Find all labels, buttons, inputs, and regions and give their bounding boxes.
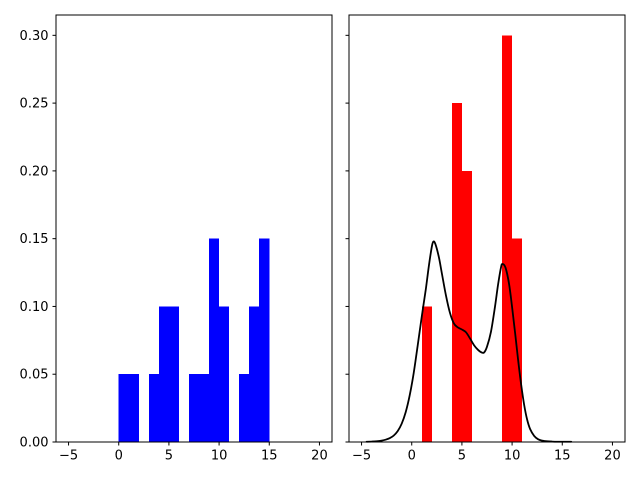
histogram-bar bbox=[259, 238, 270, 442]
histogram-bar bbox=[118, 374, 129, 442]
y-tick-label: 0.00 bbox=[20, 436, 49, 451]
histogram-bar bbox=[219, 306, 230, 442]
histogram-bar bbox=[512, 238, 523, 442]
y-tick-label: 0.05 bbox=[20, 368, 49, 383]
plot-spine bbox=[348, 14, 626, 443]
histogram-bar bbox=[158, 306, 169, 442]
x-tick-label: 10 bbox=[504, 449, 521, 464]
histogram-bar bbox=[128, 374, 139, 442]
y-tick-label: 0.20 bbox=[20, 164, 49, 179]
x-tick-label: 10 bbox=[211, 449, 228, 464]
histogram-bar bbox=[249, 306, 260, 442]
histogram-bar bbox=[168, 306, 179, 442]
left-plot: −5 0 5 10 15 20 0.00 0.05 0.10 0.15 0.20 0.25 0.30 bbox=[20, 14, 333, 464]
histogram-bar bbox=[209, 238, 220, 442]
histogram-bar bbox=[451, 103, 462, 443]
x-tick-label: −5 bbox=[59, 449, 78, 464]
x-tick-label: 0 bbox=[408, 449, 416, 464]
histogram-bar bbox=[188, 374, 200, 442]
x-tick-label: 5 bbox=[458, 449, 466, 464]
x-tick-label: 15 bbox=[554, 449, 571, 464]
histogram-bar bbox=[148, 374, 159, 442]
histogram-bar bbox=[461, 170, 472, 442]
y-tick-label: 0.15 bbox=[20, 232, 49, 247]
histogram-bar bbox=[421, 306, 432, 442]
plot-spine bbox=[55, 14, 333, 443]
kde-curve bbox=[365, 240, 573, 443]
histogram-bar bbox=[199, 374, 210, 442]
y-tick-label: 0.10 bbox=[20, 300, 49, 315]
x-tick-label: 20 bbox=[604, 449, 621, 464]
right-plot: −5 0 5 10 15 20 bbox=[345, 14, 626, 464]
x-tick-label: 0 bbox=[115, 449, 123, 464]
x-tick-label: 20 bbox=[311, 449, 328, 464]
y-tick-label: 0.25 bbox=[20, 97, 49, 112]
x-tick-label: −5 bbox=[352, 449, 371, 464]
y-tick-label: 0.30 bbox=[20, 29, 49, 44]
histogram-bar bbox=[502, 35, 513, 442]
x-tick-label: 15 bbox=[261, 449, 278, 464]
x-tick-label: 5 bbox=[165, 449, 173, 464]
histogram-bar bbox=[239, 374, 250, 442]
